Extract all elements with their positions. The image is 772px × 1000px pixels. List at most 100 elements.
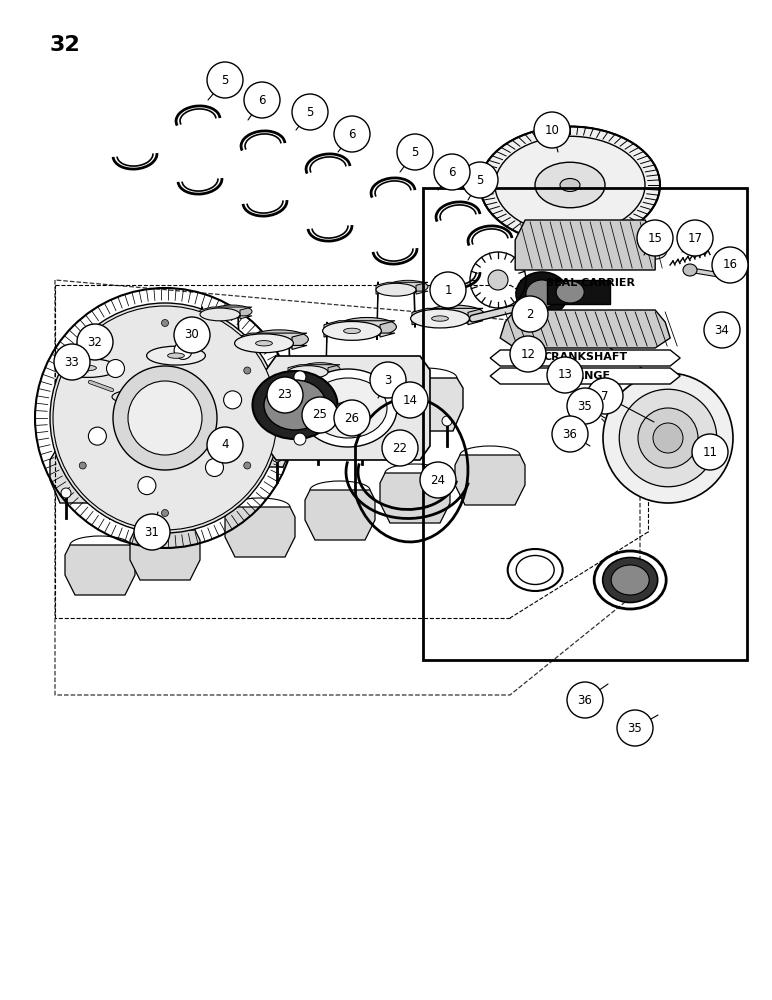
Circle shape bbox=[637, 220, 673, 256]
Ellipse shape bbox=[212, 305, 252, 318]
Text: 4: 4 bbox=[222, 438, 229, 452]
Text: 36: 36 bbox=[577, 694, 592, 706]
Ellipse shape bbox=[323, 321, 381, 340]
Text: 15: 15 bbox=[648, 232, 662, 244]
Circle shape bbox=[244, 367, 251, 374]
Circle shape bbox=[174, 341, 192, 359]
Circle shape bbox=[128, 381, 202, 455]
Polygon shape bbox=[60, 358, 131, 374]
Text: 5: 5 bbox=[222, 74, 229, 87]
Ellipse shape bbox=[124, 387, 164, 400]
Ellipse shape bbox=[337, 317, 396, 336]
Polygon shape bbox=[130, 530, 200, 580]
Text: 3: 3 bbox=[384, 373, 391, 386]
Circle shape bbox=[704, 312, 740, 348]
Ellipse shape bbox=[200, 308, 240, 321]
Ellipse shape bbox=[335, 402, 355, 418]
Polygon shape bbox=[490, 368, 680, 384]
Ellipse shape bbox=[264, 380, 326, 430]
Text: 5: 5 bbox=[476, 174, 484, 186]
Circle shape bbox=[80, 367, 86, 374]
Circle shape bbox=[224, 391, 242, 409]
Polygon shape bbox=[217, 414, 293, 467]
Circle shape bbox=[292, 94, 328, 130]
Text: 14: 14 bbox=[402, 393, 418, 406]
Circle shape bbox=[677, 220, 713, 256]
Ellipse shape bbox=[288, 366, 328, 378]
Polygon shape bbox=[302, 396, 378, 449]
Circle shape bbox=[587, 378, 623, 414]
Circle shape bbox=[567, 682, 603, 718]
Polygon shape bbox=[65, 545, 135, 595]
Text: 35: 35 bbox=[628, 722, 642, 734]
Text: 6: 6 bbox=[449, 165, 455, 178]
Ellipse shape bbox=[516, 272, 568, 316]
Circle shape bbox=[567, 388, 603, 424]
Circle shape bbox=[712, 247, 748, 283]
Polygon shape bbox=[324, 321, 395, 337]
Polygon shape bbox=[288, 365, 340, 376]
Circle shape bbox=[302, 397, 338, 433]
Polygon shape bbox=[148, 345, 219, 362]
Polygon shape bbox=[490, 350, 680, 366]
Polygon shape bbox=[236, 333, 307, 349]
Polygon shape bbox=[201, 306, 202, 365]
Circle shape bbox=[187, 470, 197, 480]
Ellipse shape bbox=[683, 264, 697, 276]
Circle shape bbox=[420, 462, 456, 498]
Circle shape bbox=[442, 416, 452, 426]
Ellipse shape bbox=[376, 283, 416, 296]
Polygon shape bbox=[500, 310, 670, 348]
Polygon shape bbox=[305, 490, 375, 540]
Ellipse shape bbox=[411, 309, 469, 328]
Text: 30: 30 bbox=[185, 328, 199, 342]
Ellipse shape bbox=[535, 162, 605, 208]
Polygon shape bbox=[132, 432, 208, 485]
Text: 36: 36 bbox=[563, 428, 577, 440]
Ellipse shape bbox=[560, 178, 580, 192]
Ellipse shape bbox=[59, 359, 117, 377]
Text: 33: 33 bbox=[65, 356, 80, 368]
Text: 7: 7 bbox=[601, 389, 609, 402]
Ellipse shape bbox=[161, 342, 220, 361]
Circle shape bbox=[512, 296, 548, 332]
Ellipse shape bbox=[556, 281, 584, 303]
Circle shape bbox=[370, 362, 406, 398]
Ellipse shape bbox=[425, 305, 484, 324]
Bar bbox=[423, 188, 747, 660]
Circle shape bbox=[462, 162, 498, 198]
Polygon shape bbox=[200, 307, 252, 319]
Circle shape bbox=[267, 377, 303, 413]
Circle shape bbox=[638, 408, 698, 468]
Text: 17: 17 bbox=[688, 232, 703, 244]
Text: 16: 16 bbox=[723, 258, 737, 271]
Ellipse shape bbox=[235, 334, 293, 353]
Circle shape bbox=[552, 416, 588, 452]
Text: 6: 6 bbox=[348, 127, 356, 140]
Polygon shape bbox=[50, 450, 126, 503]
Polygon shape bbox=[113, 359, 114, 405]
Circle shape bbox=[334, 116, 370, 152]
Text: 25: 25 bbox=[313, 408, 327, 422]
Text: 10: 10 bbox=[544, 123, 560, 136]
Circle shape bbox=[61, 488, 71, 498]
Polygon shape bbox=[387, 378, 463, 431]
Circle shape bbox=[617, 710, 653, 746]
Text: 2: 2 bbox=[527, 308, 533, 320]
Circle shape bbox=[510, 336, 546, 372]
Circle shape bbox=[105, 488, 115, 498]
Ellipse shape bbox=[526, 280, 558, 308]
Circle shape bbox=[382, 430, 418, 466]
Circle shape bbox=[228, 452, 238, 462]
Circle shape bbox=[390, 433, 402, 445]
Polygon shape bbox=[455, 455, 525, 505]
Ellipse shape bbox=[344, 328, 361, 334]
Circle shape bbox=[430, 272, 466, 308]
Text: 24: 24 bbox=[431, 474, 445, 487]
Circle shape bbox=[390, 371, 402, 383]
Text: 1: 1 bbox=[444, 284, 452, 296]
Text: 12: 12 bbox=[520, 348, 536, 360]
Ellipse shape bbox=[300, 363, 340, 375]
Polygon shape bbox=[515, 220, 655, 270]
Circle shape bbox=[138, 477, 156, 495]
